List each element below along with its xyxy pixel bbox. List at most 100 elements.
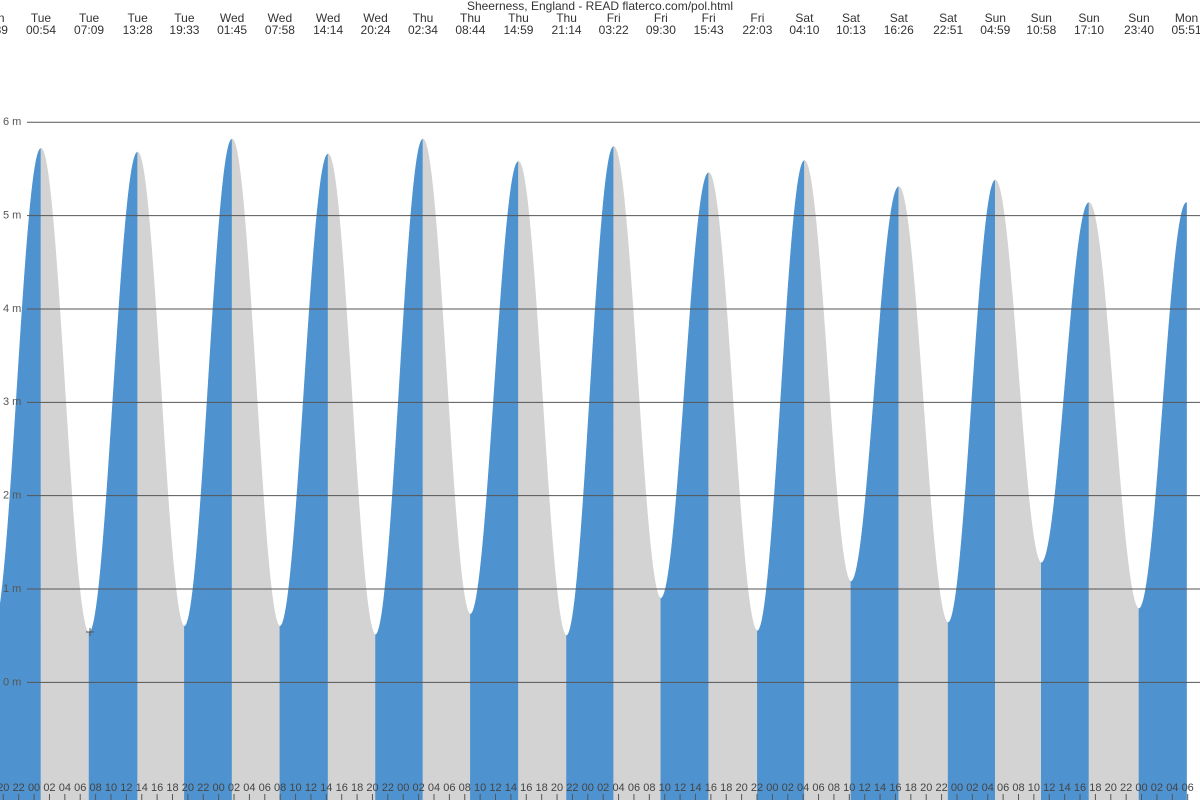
x-tick-label: 18 (1089, 782, 1101, 794)
x-tick-label: 06 (997, 782, 1009, 794)
x-tick-label: 10 (1028, 782, 1040, 794)
x-tick-label: 14 (689, 782, 701, 794)
event-day: Mon (0, 11, 5, 25)
event-day: Sat (939, 11, 958, 25)
event-day: Fri (750, 11, 764, 25)
ebb-segment (804, 160, 852, 800)
x-tick-label: 20 (366, 782, 378, 794)
flood-segment (1138, 202, 1187, 800)
event-time: 03:22 (599, 23, 629, 37)
flood-segment (279, 153, 329, 800)
event-day: Wed (220, 11, 244, 25)
x-tick-label: 18 (536, 782, 548, 794)
x-tick-label: 04 (59, 782, 71, 794)
x-tick-label: 04 (797, 782, 809, 794)
y-tick-label: 4 m (3, 303, 21, 315)
event-time: 01:45 (217, 23, 247, 37)
event-day: Tue (128, 11, 149, 25)
event-day: Tue (174, 11, 195, 25)
event-day: Thu (508, 11, 529, 25)
event-time: 10:13 (836, 23, 866, 37)
event-time: 16:26 (884, 23, 914, 37)
x-tick-label: 06 (443, 782, 455, 794)
x-tick-label: 12 (1043, 782, 1055, 794)
event-day: Sun (1078, 11, 1099, 25)
x-tick-label: 20 (0, 782, 9, 794)
event-day: Sun (1031, 11, 1052, 25)
x-tick-label: 10 (105, 782, 117, 794)
event-day: Wed (363, 11, 387, 25)
x-tick-label: 02 (966, 782, 978, 794)
x-tick-label: 10 (289, 782, 301, 794)
flood-segment (1041, 202, 1090, 800)
flood-segment (566, 146, 615, 800)
flood-segment (470, 160, 519, 800)
x-tick-label: 10 (843, 782, 855, 794)
event-time: 04:59 (980, 23, 1010, 37)
event-day: Thu (460, 11, 481, 25)
x-tick-label: 08 (828, 782, 840, 794)
x-tick-label: 22 (935, 782, 947, 794)
x-tick-label: 06 (628, 782, 640, 794)
flood-segment (88, 151, 138, 800)
event-time: 14:14 (313, 23, 343, 37)
event-time: 21:14 (552, 23, 582, 37)
x-tick-label: 02 (412, 782, 424, 794)
x-tick-label: 02 (1151, 782, 1163, 794)
event-day: Tue (31, 11, 52, 25)
x-tick-label: 22 (751, 782, 763, 794)
x-tick-label: 08 (643, 782, 655, 794)
event-day: Sat (890, 11, 909, 25)
x-tick-label: 02 (597, 782, 609, 794)
x-tick-label: 12 (859, 782, 871, 794)
ebb-segment (137, 151, 185, 800)
x-tick-label: 04 (612, 782, 624, 794)
event-time: 04:10 (789, 23, 819, 37)
event-day: Sat (842, 11, 861, 25)
x-tick-label: 20 (1105, 782, 1117, 794)
x-tick-label: 16 (889, 782, 901, 794)
x-tick-label: 08 (89, 782, 101, 794)
event-time: 10:58 (1026, 23, 1056, 37)
x-tick-label: 10 (659, 782, 671, 794)
x-tick-label: 22 (1120, 782, 1132, 794)
x-tick-label: 02 (228, 782, 240, 794)
x-tick-label: 20 (551, 782, 563, 794)
x-tick-label: 10 (474, 782, 486, 794)
y-tick-label: 1 m (3, 583, 21, 595)
event-time: 08:44 (455, 23, 485, 37)
ebb-segment (231, 138, 281, 800)
flood-segment (660, 172, 709, 800)
x-tick-label: 16 (336, 782, 348, 794)
x-tick-label: 16 (705, 782, 717, 794)
ebb-segment (518, 160, 567, 800)
event-time: 22:51 (933, 23, 963, 37)
chart-title: Sheerness, England - READ flaterco.com/p… (467, 0, 733, 13)
event-day: Sun (985, 11, 1006, 25)
x-tick-label: 08 (274, 782, 286, 794)
event-day: Fri (654, 11, 668, 25)
ebb-segment (994, 179, 1042, 800)
x-tick-label: 08 (1012, 782, 1024, 794)
event-day: Wed (316, 11, 340, 25)
x-tick-label: 06 (1182, 782, 1194, 794)
ebb-segment (613, 146, 662, 800)
ebb-segment (422, 138, 471, 800)
x-tick-label: 02 (782, 782, 794, 794)
flood-segment (0, 147, 42, 800)
x-tick-label: 14 (1059, 782, 1071, 794)
x-tick-label: 22 (566, 782, 578, 794)
x-tick-label: 02 (43, 782, 55, 794)
y-tick-label: 5 m (3, 210, 21, 222)
ebb-segment (40, 147, 90, 800)
event-day: Sun (1128, 11, 1149, 25)
x-tick-label: 12 (120, 782, 132, 794)
event-time: 18:39 (0, 23, 8, 37)
event-time: 22:03 (742, 23, 772, 37)
event-day: Fri (702, 11, 716, 25)
event-time: 00:54 (26, 23, 56, 37)
event-time: 07:09 (74, 23, 104, 37)
event-time: 05:51 (1172, 23, 1200, 37)
flood-segment (375, 138, 424, 800)
y-tick-label: 6 m (3, 116, 21, 128)
